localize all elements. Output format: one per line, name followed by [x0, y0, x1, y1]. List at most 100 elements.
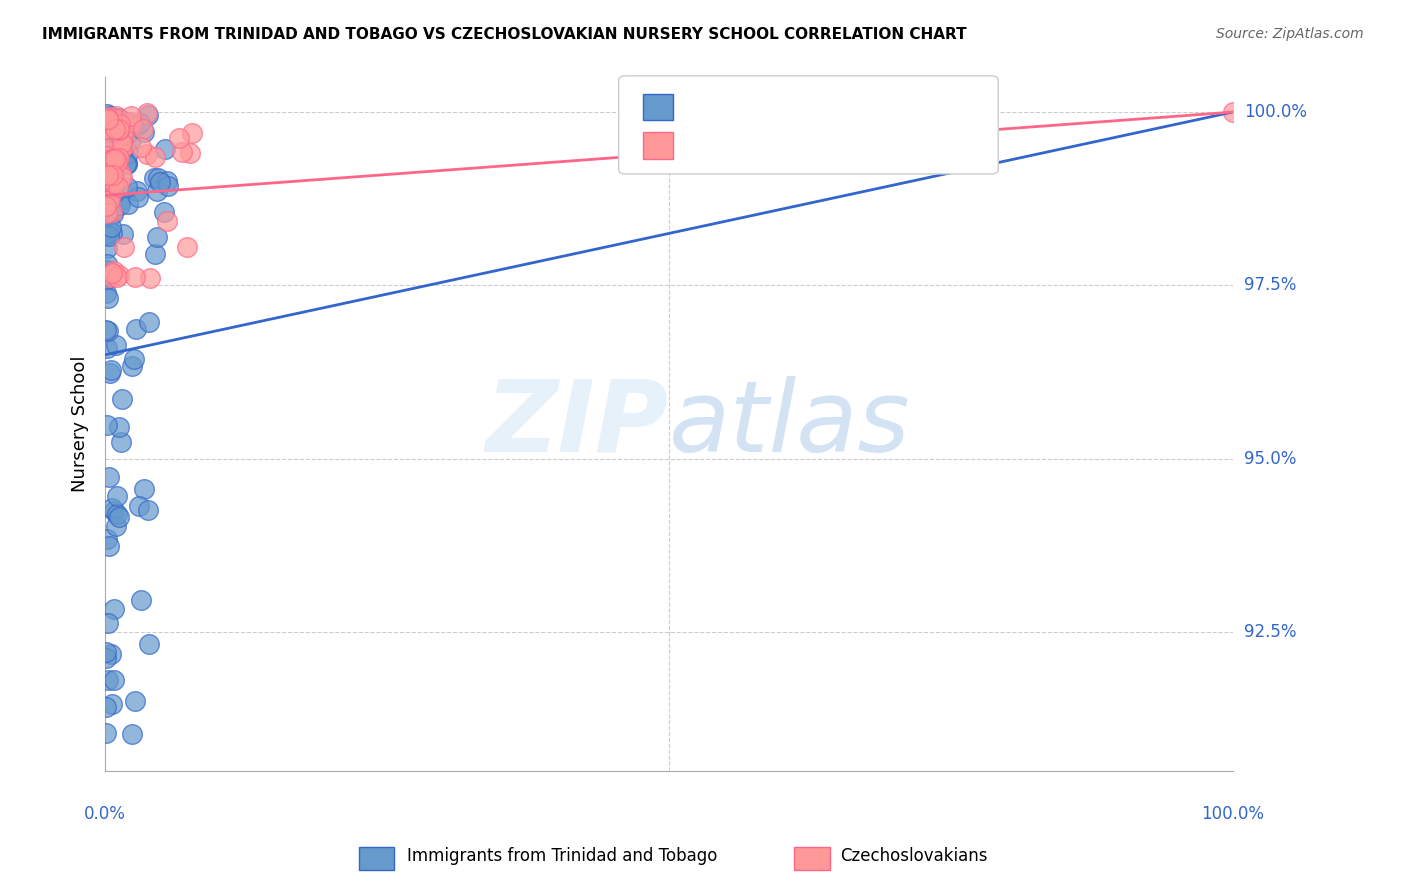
Point [114, 157, 136, 171]
Point [103, 504, 125, 518]
Point [138, 637, 160, 651]
Point [115, 156, 138, 170]
Point [121, 359, 143, 373]
Point [118, 120, 141, 134]
Point [117, 196, 139, 211]
Point [1222, 105, 1244, 120]
Point [97, 291, 120, 305]
Point [101, 119, 124, 133]
Point [97, 113, 120, 128]
Text: 100.0%: 100.0% [1244, 103, 1306, 121]
Point [108, 197, 131, 211]
Point [142, 171, 165, 186]
Point [132, 125, 155, 139]
Point [104, 154, 127, 169]
Point [97, 185, 120, 199]
Point [94, 726, 117, 740]
Point [101, 205, 124, 219]
Point [104, 109, 127, 123]
Point [94, 700, 117, 714]
Point [107, 111, 129, 125]
Point [121, 109, 143, 123]
Point [108, 122, 131, 136]
Point [97, 168, 120, 182]
Point [98, 112, 121, 126]
Point [96, 241, 118, 255]
Point [112, 128, 135, 142]
Text: R = 0.230: R = 0.230 [682, 95, 780, 113]
Point [156, 174, 179, 188]
Point [108, 151, 131, 165]
Point [94, 286, 117, 301]
Text: Source: ZipAtlas.com: Source: ZipAtlas.com [1216, 27, 1364, 41]
Y-axis label: Nursery School: Nursery School [72, 356, 89, 492]
Point [121, 727, 143, 741]
Point [96, 176, 118, 190]
Point [94, 148, 117, 162]
Point [97, 190, 120, 204]
Point [155, 142, 177, 156]
Point [125, 184, 148, 198]
Point [103, 186, 125, 200]
Point [96, 257, 118, 271]
Point [96, 106, 118, 120]
Point [101, 153, 124, 167]
Text: N = 115: N = 115 [886, 95, 966, 113]
Point [94, 227, 117, 241]
Point [108, 194, 131, 208]
Point [98, 193, 121, 207]
Point [94, 651, 117, 665]
Point [97, 616, 120, 631]
Point [96, 129, 118, 144]
Point [94, 186, 117, 200]
Point [132, 122, 155, 136]
Point [96, 532, 118, 546]
Point [105, 154, 128, 169]
Point [156, 214, 179, 228]
Point [101, 501, 124, 516]
Point [94, 122, 117, 136]
Point [107, 123, 129, 137]
Point [103, 207, 125, 221]
Point [114, 114, 136, 128]
Point [101, 120, 124, 134]
Point [96, 194, 118, 208]
Point [98, 174, 121, 188]
Point [98, 222, 121, 236]
Text: 100.0%: 100.0% [1201, 805, 1264, 823]
Point [127, 190, 149, 204]
Point [94, 162, 117, 177]
Point [97, 153, 120, 168]
Point [104, 152, 127, 166]
Point [101, 697, 124, 711]
Point [94, 144, 117, 158]
Point [96, 110, 118, 124]
Point [107, 119, 129, 133]
Text: 92.5%: 92.5% [1244, 624, 1296, 641]
Point [100, 363, 122, 377]
Point [181, 126, 204, 140]
Point [111, 143, 134, 157]
Point [98, 539, 121, 553]
Point [100, 153, 122, 167]
Point [105, 337, 128, 351]
Point [101, 266, 124, 280]
Point [111, 136, 134, 151]
Point [143, 247, 166, 261]
Text: ZIP: ZIP [486, 376, 669, 473]
Point [94, 155, 117, 169]
Point [104, 124, 127, 138]
Point [112, 227, 135, 241]
Point [94, 120, 117, 135]
Point [98, 178, 121, 192]
Point [129, 116, 152, 130]
Point [107, 180, 129, 194]
Point [94, 200, 117, 214]
Text: IMMIGRANTS FROM TRINIDAD AND TOBAGO VS CZECHOSLOVAKIAN NURSERY SCHOOL CORRELATIO: IMMIGRANTS FROM TRINIDAD AND TOBAGO VS C… [42, 27, 967, 42]
Point [104, 519, 127, 533]
Point [101, 168, 124, 182]
Point [110, 136, 132, 150]
Point [110, 392, 132, 406]
Point [103, 601, 125, 615]
Text: N = 68: N = 68 [886, 136, 953, 153]
